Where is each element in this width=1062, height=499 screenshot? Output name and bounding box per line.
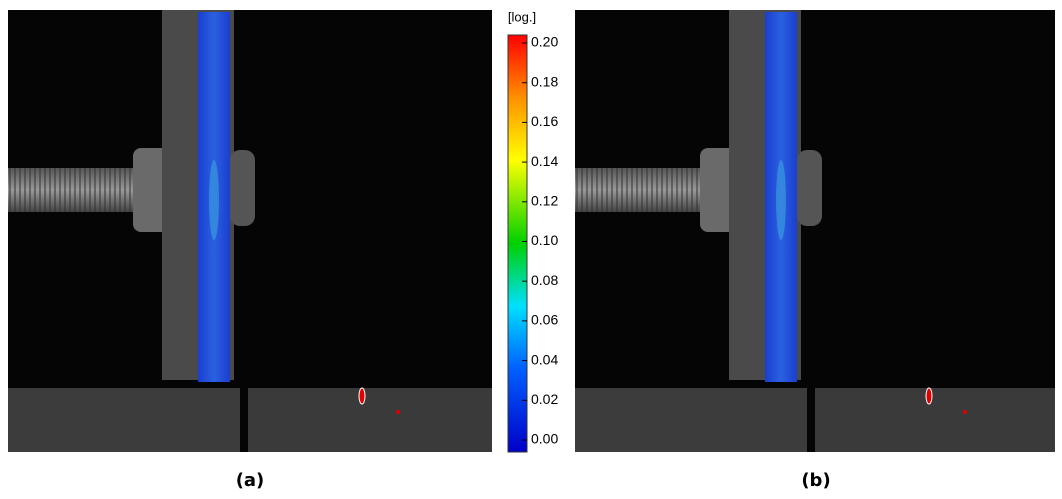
panel-label: (a) [236, 470, 265, 491]
tick-label: 0.18 [531, 73, 558, 89]
tick-label: 0.02 [531, 391, 558, 407]
colorbar-unit: [log.] [508, 9, 536, 24]
base-left [8, 388, 240, 452]
tick-label: 0.20 [531, 34, 558, 50]
colorbar [507, 34, 528, 453]
tick-label: 0.16 [531, 113, 558, 129]
washer [230, 150, 255, 226]
background [8, 10, 492, 452]
tick-label: 0.04 [531, 351, 558, 367]
tick-label: 0.10 [531, 232, 558, 248]
tick-label: 0.14 [531, 153, 558, 169]
tick-label: 0.12 [531, 193, 558, 209]
tick-label: 0.08 [531, 272, 558, 288]
panel-image [575, 10, 1055, 452]
strain-band [776, 160, 786, 240]
background [575, 10, 1055, 452]
panel-label: (b) [801, 470, 830, 491]
strain-band [209, 160, 219, 240]
red-spot [396, 410, 400, 414]
base-left [575, 388, 807, 452]
washer [797, 150, 822, 226]
panel-image [8, 10, 492, 452]
tick-label: 0.06 [531, 312, 558, 328]
base-right [815, 388, 1055, 452]
red-spot [358, 387, 366, 405]
red-spot [963, 410, 967, 414]
red-spot [925, 387, 933, 405]
base-right [248, 388, 492, 452]
tick-label: 0.00 [531, 431, 558, 447]
